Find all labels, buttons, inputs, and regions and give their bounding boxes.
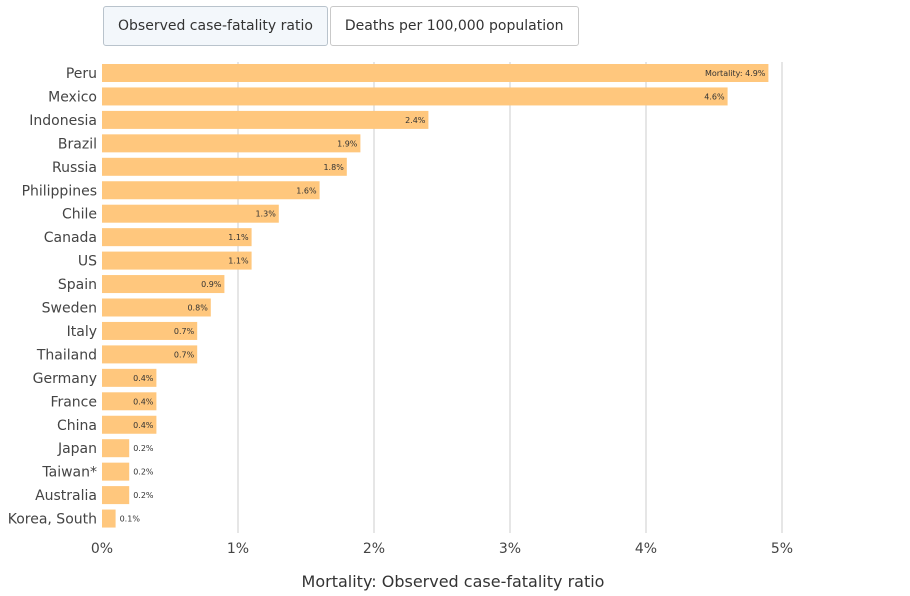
category-label: Canada: [44, 230, 97, 246]
bar[interactable]: [102, 345, 198, 364]
bar[interactable]: [102, 486, 130, 505]
data-label: 1.3%: [255, 210, 276, 219]
bar[interactable]: [102, 64, 769, 82]
bar[interactable]: [102, 204, 279, 223]
bar[interactable]: [102, 368, 157, 387]
x-axis-title: Mortality: Observed case-fatality ratio: [302, 572, 605, 591]
category-label: Sweden: [42, 301, 97, 317]
data-labels: Mortality: 4.9% 4.6% 2.4% 1.9% 1.8% 1.6% 1.3% 1…: [120, 69, 766, 524]
data-label: Mortality: 4.9%: [705, 69, 766, 78]
category-labels: Peru Mexico Indonesia Brazil Russia Philippin…: [8, 66, 97, 528]
category-label: Indonesia: [29, 113, 97, 129]
tab-observed-case-fatality-ratio[interactable]: Observed case-fatality ratio: [103, 6, 328, 46]
data-label: 1.1%: [228, 233, 249, 242]
bar[interactable]: [102, 462, 130, 481]
data-label: 0.2%: [133, 444, 154, 453]
x-tick-label: 5%: [771, 541, 793, 557]
data-label: 1.8%: [323, 163, 344, 172]
bar[interactable]: [102, 87, 728, 106]
category-label: Korea, South: [8, 512, 97, 528]
category-label: US: [78, 254, 97, 270]
bar[interactable]: [102, 275, 225, 294]
bar[interactable]: [102, 298, 211, 317]
category-label: Brazil: [58, 136, 97, 152]
category-label: Philippines: [22, 183, 97, 199]
bar[interactable]: [102, 321, 198, 340]
bar[interactable]: [102, 228, 252, 247]
x-tick-label: 4%: [635, 541, 657, 557]
category-label: Japan: [57, 441, 97, 457]
category-label: Australia: [35, 488, 97, 504]
data-label: 4.6%: [704, 92, 725, 101]
bars: [102, 64, 769, 528]
category-label: Spain: [58, 277, 97, 293]
data-label: 1.6%: [296, 186, 317, 195]
data-label: 0.4%: [133, 374, 154, 383]
bar[interactable]: [102, 181, 320, 200]
data-label: 0.2%: [133, 491, 154, 500]
metric-tab-bar: Observed case-fatality ratio Deaths per …: [103, 6, 579, 46]
category-label: Germany: [33, 371, 97, 387]
category-label: France: [50, 394, 97, 410]
category-label: Thailand: [36, 347, 97, 363]
data-label: 0.7%: [174, 327, 195, 336]
x-tick-label: 1%: [227, 541, 249, 557]
category-label: Peru: [66, 66, 97, 82]
data-label: 1.9%: [337, 139, 358, 148]
x-tick-label: 2%: [363, 541, 385, 557]
data-label: 1.1%: [228, 257, 249, 266]
data-label: 0.4%: [133, 397, 154, 406]
x-axis-ticks: 0% 1% 2% 3% 4% 5%: [91, 541, 793, 557]
bar[interactable]: [102, 251, 252, 270]
bar[interactable]: [102, 392, 157, 411]
category-label: Russia: [52, 160, 97, 176]
x-tick-label: 0%: [91, 541, 113, 557]
data-label: 0.9%: [201, 280, 222, 289]
data-label: 0.7%: [174, 350, 195, 359]
tab-deaths-per-100k[interactable]: Deaths per 100,000 population: [329, 6, 579, 46]
data-label: 2.4%: [405, 116, 426, 125]
category-label: Chile: [62, 207, 97, 223]
data-label: 0.4%: [133, 421, 154, 430]
bar[interactable]: [102, 509, 116, 528]
category-label: Taiwan*: [41, 465, 97, 481]
bar[interactable]: [102, 110, 429, 129]
x-tick-label: 3%: [499, 541, 521, 557]
bar[interactable]: [102, 157, 347, 176]
data-label: 0.1%: [120, 515, 141, 524]
data-label: 0.2%: [133, 468, 154, 477]
category-label: Italy: [67, 324, 97, 340]
bar[interactable]: [102, 415, 157, 434]
bar[interactable]: [102, 439, 130, 458]
bar[interactable]: [102, 134, 361, 153]
category-label: China: [57, 418, 97, 434]
grid-lines: [237, 62, 783, 533]
category-label: Mexico: [48, 89, 97, 105]
data-label: 0.8%: [187, 304, 208, 313]
